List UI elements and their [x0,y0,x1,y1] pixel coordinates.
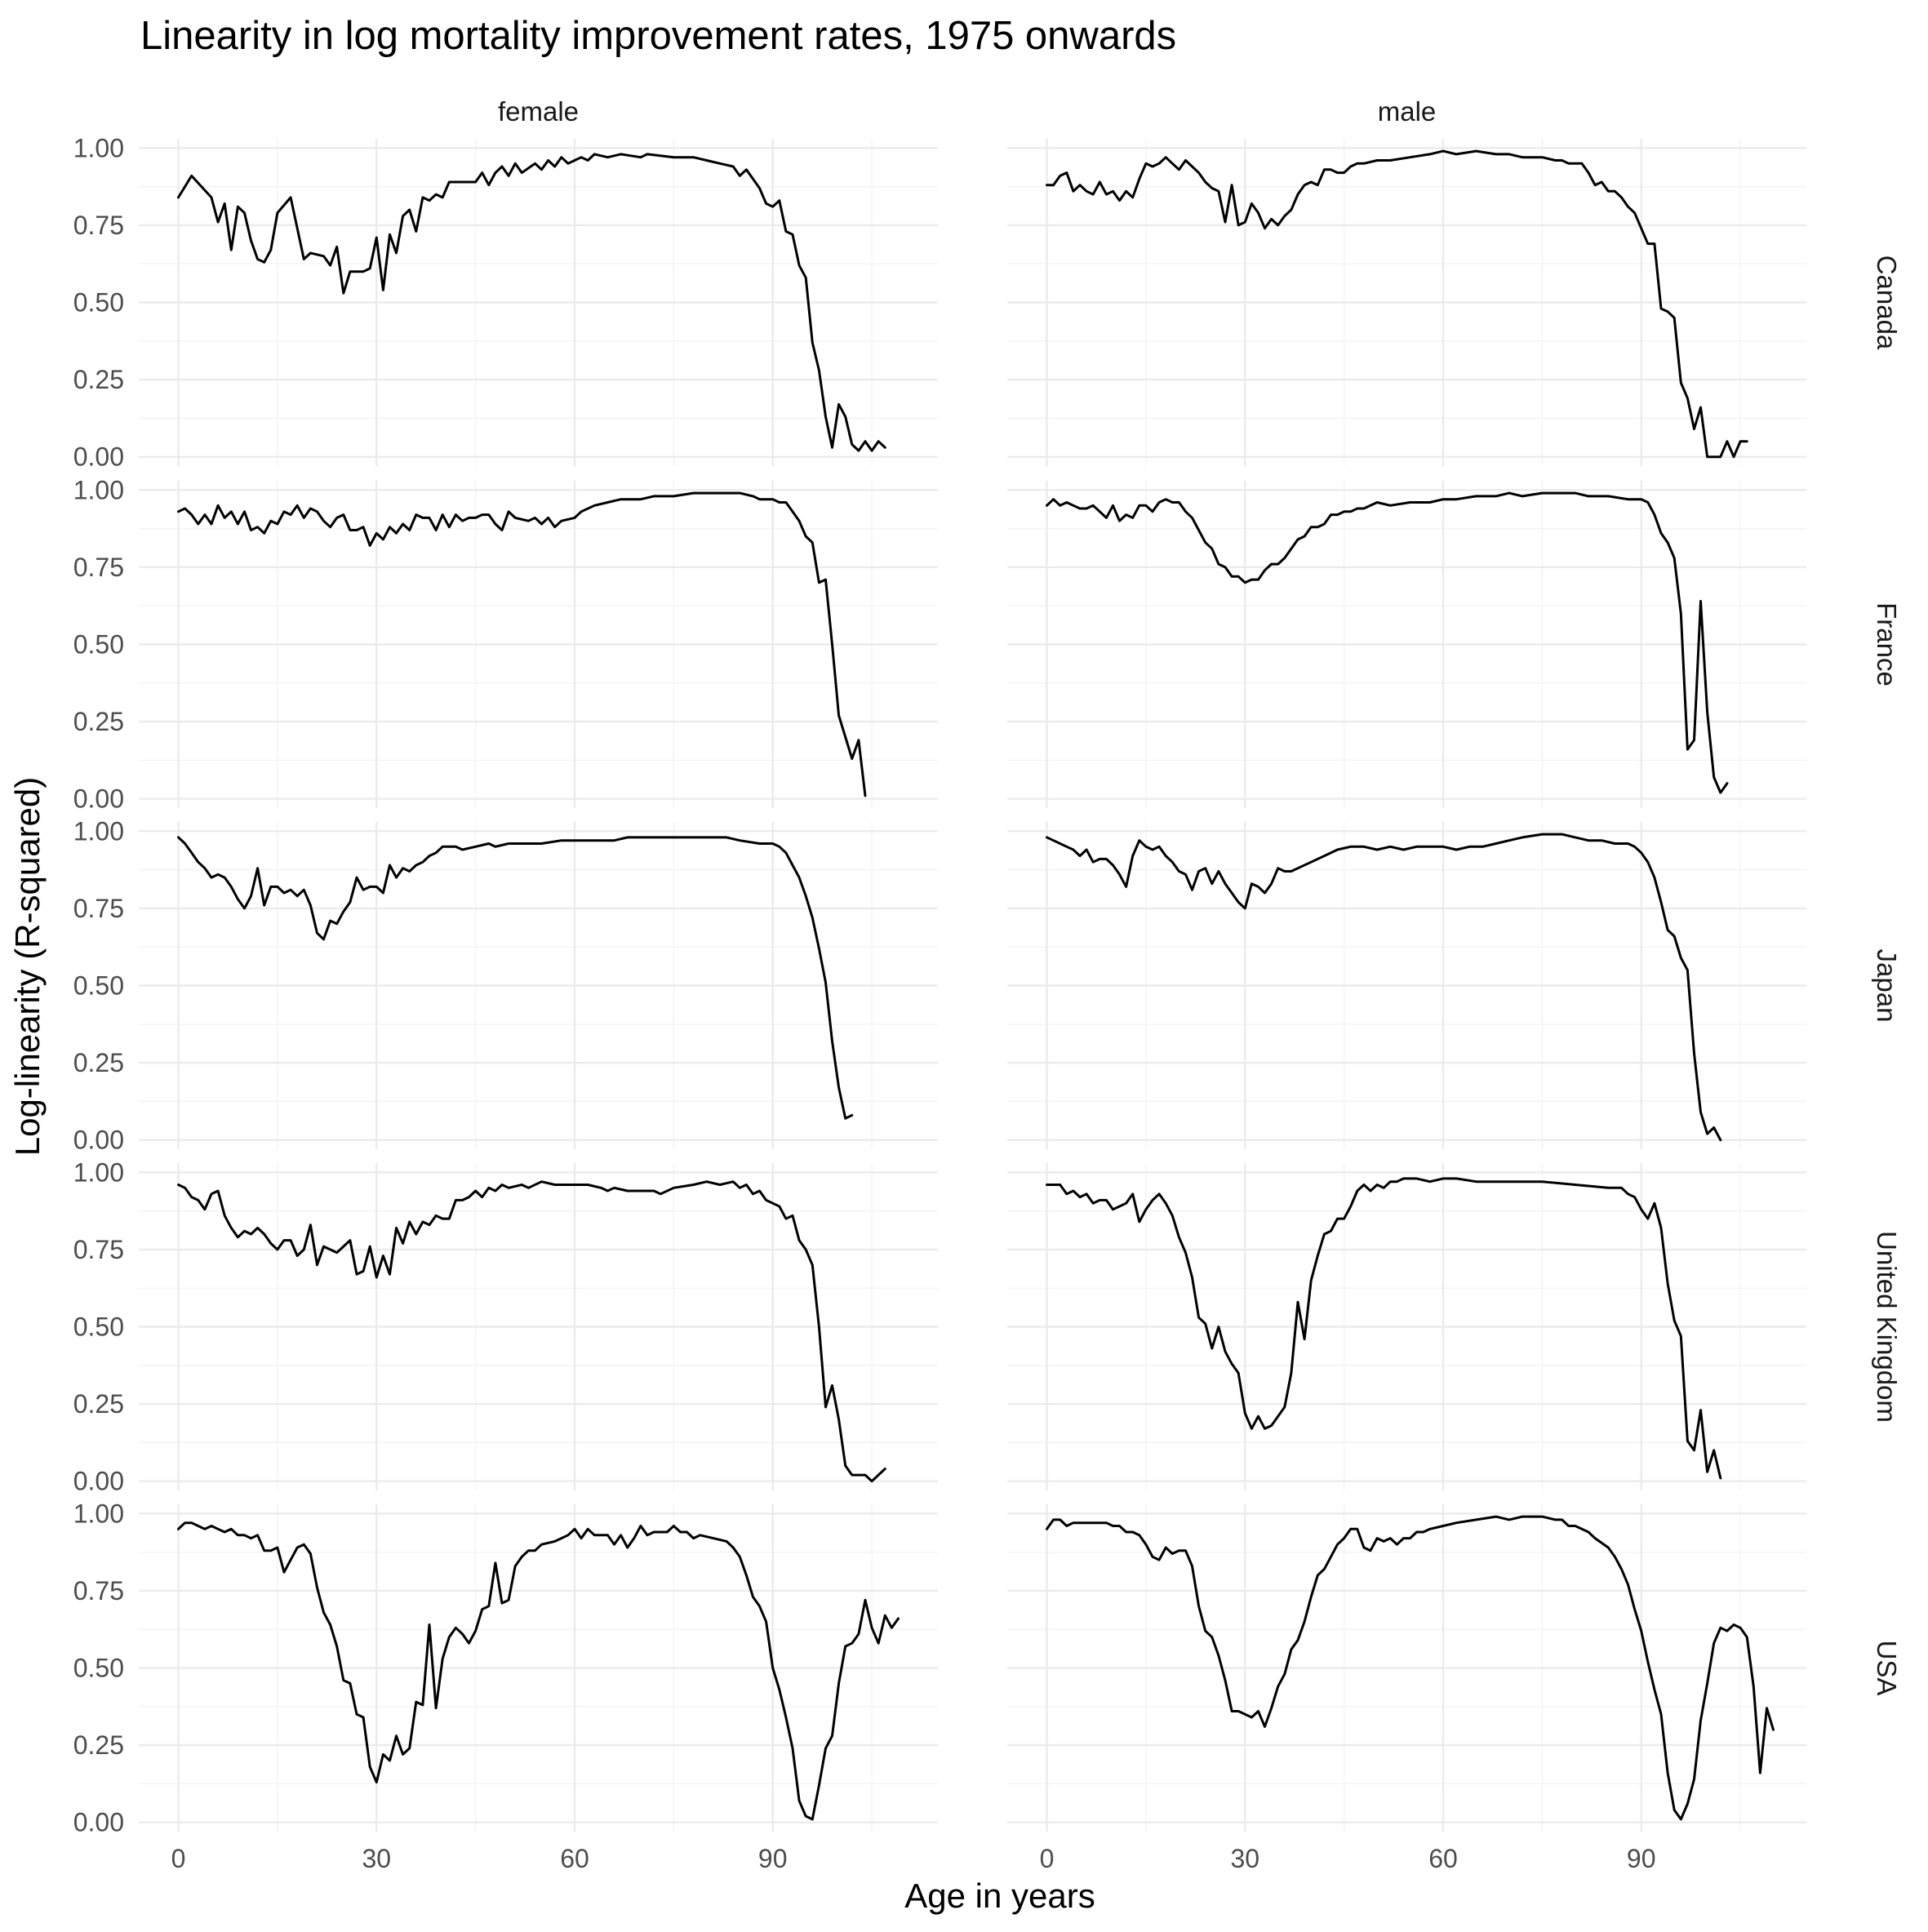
x-tick-label: 0 [171,1844,186,1873]
panel-japan-female [139,822,938,1149]
x-axis-title: Age in years [904,1876,1095,1915]
series-line-united-kingdom-female [177,1180,886,1483]
y-tick-label: 1.00 [73,816,124,846]
y-tick-label: 0.00 [73,1467,124,1496]
chart-title: Linearity in log mortality improvement r… [140,14,1176,58]
facet-column-label-female: female [498,96,579,127]
y-tick-label: 1.00 [73,475,124,504]
series-line-canada-male [1046,149,1748,459]
facet-row-label-usa: USA [1872,1641,1902,1696]
y-tick-label: 0.50 [73,971,124,1001]
panel-united-kingdom-male [1007,1163,1806,1490]
panel-usa-male [1007,1504,1806,1832]
y-tick-label: 0.00 [73,1126,124,1155]
x-tick-label: 30 [1230,1844,1259,1873]
y-tick-label: 1.00 [73,1157,124,1187]
y-tick-label: 0.25 [73,1048,124,1077]
facet-panels: 0.000.250.500.751.000.000.250.500.751.00… [73,96,1902,1873]
panel-france-male [1007,481,1806,808]
x-tick-label: 90 [758,1844,788,1873]
y-tick-label: 0.50 [73,1312,124,1342]
y-tick-label: 0.25 [73,365,124,394]
y-axis-title: Log-linearity (R-squared) [8,777,47,1157]
series-line-usa-male [1046,1515,1775,1821]
panel-japan-male [1007,822,1806,1149]
y-tick-label: 0.75 [73,211,124,240]
y-tick-label: 0.00 [73,1808,124,1837]
y-tick-label: 1.00 [73,133,124,162]
series-line-canada-female [177,153,886,452]
facet-column-label-male: male [1378,96,1437,127]
series-line-france-female [177,491,867,797]
y-tick-label: 0.50 [73,630,124,660]
x-tick-label: 30 [362,1844,391,1873]
y-tick-label: 0.50 [73,288,124,318]
y-tick-label: 0.75 [73,894,124,923]
series-line-united-kingdom-male [1046,1177,1722,1480]
series-line-usa-female [177,1521,900,1821]
y-tick-label: 0.75 [73,1576,124,1606]
facet-row-label-japan: Japan [1872,949,1902,1023]
series-line-japan-female [177,836,854,1120]
panel-usa-female [139,1504,938,1832]
x-tick-label: 60 [560,1844,589,1873]
panel-canada-male [1007,139,1806,466]
facet-row-label-france: France [1872,602,1902,686]
x-tick-label: 90 [1627,1844,1656,1873]
x-tick-label: 60 [1428,1844,1458,1873]
y-tick-label: 0.00 [73,784,124,814]
y-tick-label: 0.25 [73,1389,124,1419]
panel-united-kingdom-female [139,1163,938,1490]
y-tick-label: 1.00 [73,1499,124,1528]
y-tick-label: 0.25 [73,1730,124,1760]
y-tick-label: 0.75 [73,1235,124,1264]
y-tick-label: 0.50 [73,1654,124,1683]
y-tick-label: 0.00 [73,442,124,472]
y-tick-label: 0.25 [73,707,124,736]
panel-france-female [139,481,938,808]
facet-row-label-united-kingdom: United Kingdom [1872,1231,1902,1423]
x-tick-label: 0 [1040,1844,1055,1873]
series-line-france-male [1046,491,1729,794]
facet-row-label-canada: Canada [1872,255,1902,350]
series-line-japan-male [1046,833,1722,1142]
panel-canada-female [139,139,938,466]
y-tick-label: 0.75 [73,553,124,582]
